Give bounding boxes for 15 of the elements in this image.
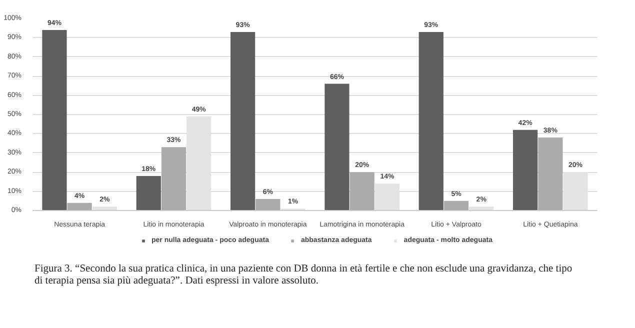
bar — [42, 30, 67, 210]
bar — [256, 198, 280, 210]
text: Figura 3. “Secondo la sua pratica clinica, in una paziente con DB donna in età fertile e che non esclude una gravidanza, che tipo di terapia pensa sia più adeguata?”. Dati espressi in valore assoluto. — [34, 264, 572, 287]
bar — [469, 206, 494, 210]
bar — [230, 32, 256, 210]
bar — [513, 130, 538, 210]
bar — [161, 147, 186, 210]
bar — [136, 176, 161, 210]
bar — [324, 84, 350, 210]
bar — [538, 138, 563, 210]
bar — [444, 200, 469, 210]
bar — [67, 202, 92, 210]
bar — [350, 172, 374, 210]
bar — [92, 206, 117, 210]
bar — [418, 32, 444, 210]
